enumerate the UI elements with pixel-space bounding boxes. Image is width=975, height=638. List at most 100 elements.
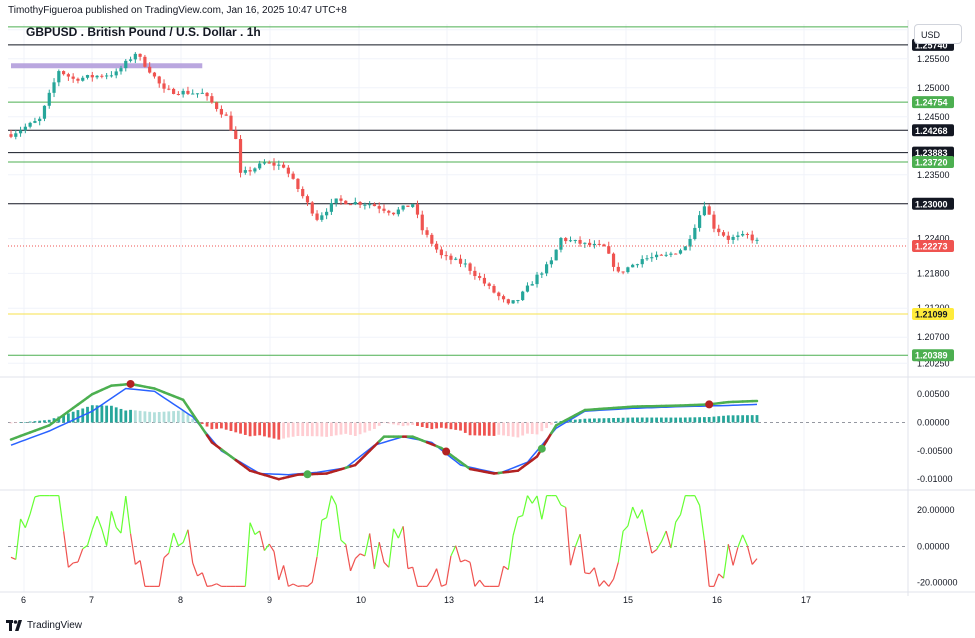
tradingview-logo[interactable]: TradingView bbox=[6, 617, 82, 633]
candle-body bbox=[329, 203, 333, 212]
osc-histogram-bar bbox=[224, 422, 228, 430]
osc-histogram-bar bbox=[334, 422, 338, 436]
candle-body bbox=[47, 92, 51, 106]
osc-histogram-bar bbox=[607, 418, 611, 423]
momentum-segment bbox=[651, 549, 657, 554]
osc-histogram-bar bbox=[62, 414, 66, 423]
momentum-segment bbox=[436, 568, 442, 587]
momentum-segment bbox=[197, 572, 203, 577]
momentum-segment bbox=[441, 583, 447, 587]
candle-body bbox=[430, 234, 434, 244]
momentum-segment bbox=[574, 533, 581, 548]
candle-body bbox=[683, 246, 687, 251]
osc-cross-dot bbox=[442, 447, 451, 456]
osc-histogram-bar bbox=[200, 422, 204, 424]
momentum-segment bbox=[259, 530, 266, 551]
momentum-segment bbox=[465, 559, 471, 563]
candle-body bbox=[353, 202, 357, 205]
osc-histogram-bar bbox=[688, 417, 692, 423]
candle-body bbox=[277, 164, 281, 166]
candle-body bbox=[535, 274, 539, 285]
osc-histogram-bar bbox=[129, 409, 132, 423]
candle-body bbox=[497, 292, 501, 297]
osc-histogram-bar bbox=[153, 412, 156, 423]
osc-histogram-bar bbox=[329, 422, 333, 437]
candle-body bbox=[143, 56, 147, 67]
level-tag bbox=[912, 197, 954, 210]
candle-body bbox=[157, 76, 161, 84]
osc-cross-dot bbox=[126, 379, 135, 388]
momentum-segment bbox=[364, 533, 371, 557]
candle-body bbox=[215, 102, 219, 109]
candle-body bbox=[171, 88, 176, 94]
momentum-segment bbox=[321, 517, 327, 521]
osc-histogram-bar bbox=[14, 422, 18, 424]
candle-body bbox=[396, 209, 400, 215]
momentum-segment bbox=[474, 579, 481, 587]
candle-body bbox=[659, 254, 663, 256]
momentum-segment bbox=[96, 516, 103, 530]
osc-histogram-bar bbox=[750, 415, 754, 423]
osc-histogram-bar bbox=[636, 417, 639, 423]
osc-histogram-bar bbox=[167, 411, 171, 423]
momentum-segment bbox=[388, 528, 395, 568]
level-tag bbox=[912, 124, 954, 137]
osc-histogram-bar bbox=[449, 422, 453, 430]
osc-histogram-bar bbox=[272, 422, 276, 439]
momentum-segment bbox=[86, 529, 93, 546]
osc-histogram-bar bbox=[90, 405, 94, 423]
momentum-segment bbox=[278, 565, 285, 581]
candle-body bbox=[592, 243, 597, 246]
momentum-segment bbox=[211, 583, 217, 587]
candle-body bbox=[554, 249, 558, 261]
osc-histogram-bar bbox=[473, 422, 477, 436]
candle-body bbox=[674, 253, 678, 255]
osc-histogram-bar bbox=[387, 422, 391, 424]
candle-body bbox=[229, 115, 233, 131]
osc-histogram-bar bbox=[43, 420, 46, 423]
candle-body bbox=[253, 168, 257, 172]
momentum-segment bbox=[598, 580, 605, 587]
level-tag bbox=[912, 146, 954, 159]
osc-histogram-bar bbox=[535, 422, 539, 435]
candle-body bbox=[583, 242, 587, 244]
symbol-title[interactable]: GBPUSD . British Pound / U.S. Dollar . 1… bbox=[26, 25, 261, 39]
candle-body bbox=[468, 263, 472, 271]
momentum-segment bbox=[541, 495, 548, 520]
osc-tick-label: 0.00500 bbox=[917, 389, 950, 399]
osc-histogram-bar bbox=[349, 422, 352, 435]
osc-histogram-bar bbox=[693, 417, 697, 423]
candle-body bbox=[544, 264, 549, 274]
currency-button[interactable]: USD bbox=[914, 24, 962, 44]
price-tick-label: 1.20700 bbox=[917, 332, 950, 342]
momentum-segment bbox=[24, 513, 31, 528]
osc-histogram-bar bbox=[578, 419, 582, 423]
osc-histogram-bar bbox=[602, 418, 606, 423]
osc-histogram-bar bbox=[143, 411, 147, 423]
osc-main-segment bbox=[205, 434, 214, 444]
candle-body bbox=[95, 75, 99, 78]
osc-histogram-bar bbox=[157, 412, 161, 423]
candle-body bbox=[439, 249, 443, 256]
momentum-segment bbox=[460, 559, 466, 563]
candle-body bbox=[114, 71, 118, 76]
momentum-segment bbox=[742, 534, 748, 547]
momentum-segment bbox=[675, 514, 681, 523]
candle-body bbox=[315, 213, 319, 220]
momentum-segment bbox=[412, 567, 419, 587]
candle-body bbox=[76, 78, 80, 81]
osc-histogram-bar bbox=[540, 422, 544, 432]
osc-histogram-bar bbox=[597, 418, 601, 423]
candle-body bbox=[578, 239, 582, 244]
osc-histogram-bar bbox=[181, 410, 185, 423]
momentum-segment bbox=[732, 547, 739, 566]
candle-body bbox=[420, 214, 424, 231]
osc-histogram-bar bbox=[301, 422, 305, 437]
momentum-segment bbox=[263, 543, 270, 551]
momentum-segment bbox=[288, 583, 294, 587]
candle-body bbox=[573, 239, 577, 241]
candle-body bbox=[133, 53, 137, 60]
candle-body bbox=[406, 205, 410, 207]
momentum-segment bbox=[612, 562, 619, 580]
osc-histogram-bar bbox=[239, 422, 242, 434]
